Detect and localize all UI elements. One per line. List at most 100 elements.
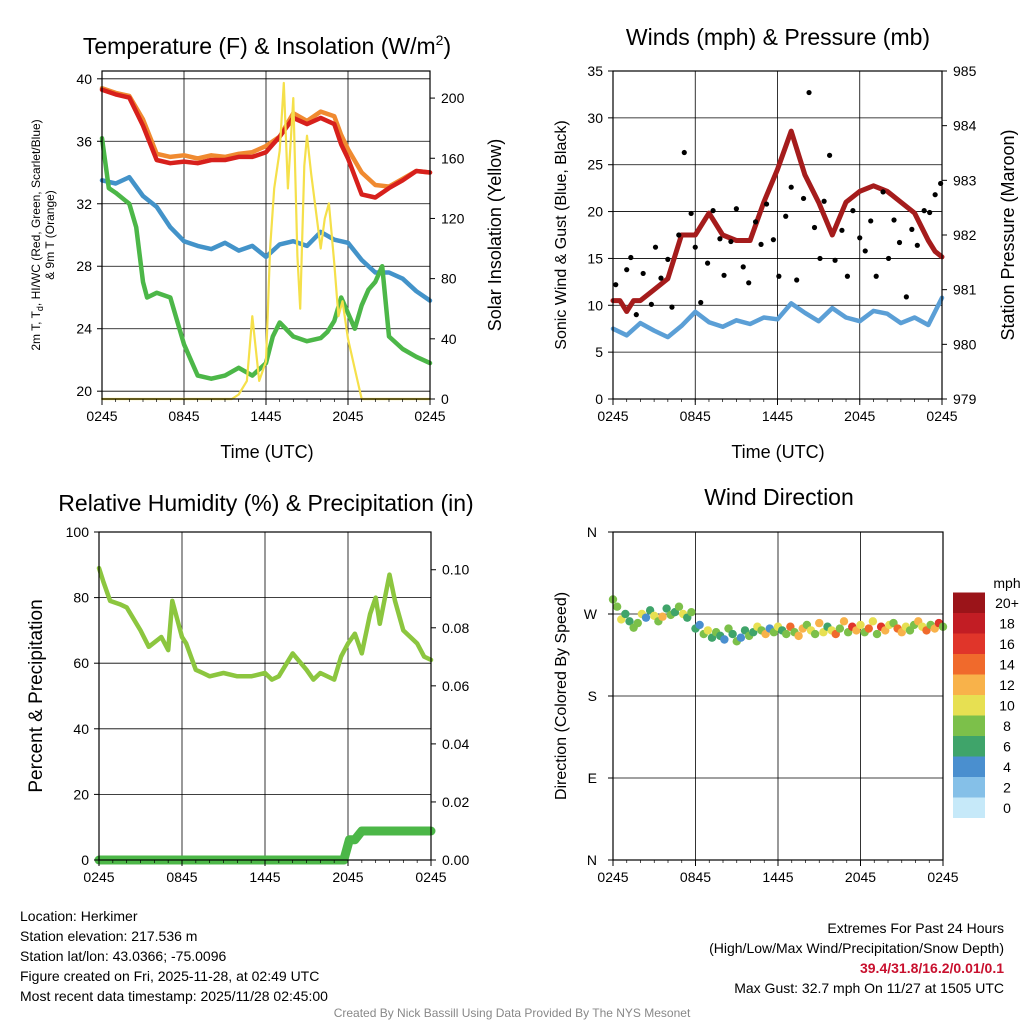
colorbar-swatch bbox=[953, 654, 985, 675]
colorbar-label: 18 bbox=[999, 615, 1015, 631]
y-tick-label: 40 bbox=[73, 721, 89, 737]
gust-point bbox=[891, 217, 897, 223]
y-tick-label: 60 bbox=[73, 655, 89, 671]
direction-grid bbox=[613, 532, 943, 860]
gust-point bbox=[613, 282, 619, 288]
gust-point bbox=[927, 209, 933, 216]
y2-tick-label: 120 bbox=[441, 210, 465, 226]
colorbar-swatch bbox=[953, 592, 985, 613]
time-tick-label: 0245 bbox=[86, 408, 117, 424]
figure-created: Figure created on Fri, 2025-11-28, at 02… bbox=[20, 968, 320, 984]
y2-tick-label: 0.02 bbox=[442, 794, 469, 810]
svg-text:2m T, Td, HI/WC (Red, Green, S: 2m T, Td, HI/WC (Red, Green, Scarlet/Blu… bbox=[29, 119, 45, 350]
gust-point bbox=[624, 267, 630, 273]
series-line bbox=[99, 87, 433, 200]
y2-tick-label: 984 bbox=[953, 118, 977, 134]
gust-point bbox=[806, 89, 812, 96]
gust-point bbox=[868, 218, 874, 224]
temperature-series bbox=[99, 81, 433, 401]
gust-point bbox=[932, 192, 938, 198]
humidity-y-axis-label: Percent & Precipitation bbox=[26, 599, 47, 792]
direction-point bbox=[736, 633, 746, 642]
time-tick-label: 0245 bbox=[926, 408, 957, 424]
direction-point bbox=[641, 613, 651, 622]
gust-point bbox=[794, 277, 800, 283]
gust-point bbox=[676, 232, 682, 238]
time-tick-label: 0245 bbox=[414, 408, 445, 424]
colorbar-swatch bbox=[953, 736, 985, 757]
series-line bbox=[100, 81, 432, 401]
gust-point bbox=[628, 254, 634, 261]
gust-point bbox=[652, 244, 659, 250]
y2-tick-label: 983 bbox=[953, 172, 977, 188]
time-tick-label: 0845 bbox=[680, 869, 711, 885]
extremes-values: 39.4/31.8/16.2/0.01/0.1 bbox=[859, 960, 1004, 976]
time-tick-label: 0245 bbox=[597, 408, 628, 424]
winds-chart-title: Winds (mph) & Pressure (mb) bbox=[626, 24, 930, 50]
humidity-chart-title: Relative Humidity (%) & Precipitation (i… bbox=[58, 490, 473, 516]
direction-series bbox=[608, 595, 948, 646]
gust-point bbox=[821, 198, 827, 204]
colorbar-label: 10 bbox=[999, 697, 1015, 713]
y-tick-label: 0 bbox=[595, 391, 603, 407]
y2-tick-label: 0.00 bbox=[442, 852, 469, 868]
y2-tick-label: 0 bbox=[441, 391, 449, 407]
winds-grid bbox=[613, 70, 942, 400]
y-tick-label: 10 bbox=[587, 297, 603, 313]
y-tick-label: 80 bbox=[73, 590, 89, 606]
temperature-axis-ticks: 0245 0845 1445 2045 0245 20 24 28 32 36 40 0 40 80 120… bbox=[76, 71, 464, 424]
direction-tick-label: N bbox=[587, 524, 597, 540]
gust-point bbox=[704, 260, 711, 266]
series-line bbox=[96, 565, 434, 682]
winds-x-axis-label: Time (UTC) bbox=[731, 442, 824, 462]
direction-tick-label: W bbox=[584, 606, 598, 622]
direction-y-axis-label: Direction (Colored By Speed) bbox=[553, 592, 570, 800]
direction-point bbox=[835, 624, 845, 633]
humidity-plot-frame bbox=[98, 531, 432, 861]
colorbar-swatch bbox=[953, 633, 985, 654]
direction-point bbox=[782, 629, 791, 639]
colorbar-swatch bbox=[953, 797, 985, 818]
direction-tick-label: N bbox=[587, 852, 597, 868]
time-tick-label: 2045 bbox=[332, 869, 363, 885]
time-tick-label: 2045 bbox=[845, 869, 876, 885]
time-tick-label: 0245 bbox=[83, 869, 114, 885]
colorbar-label: 12 bbox=[999, 677, 1015, 693]
gust-point bbox=[885, 255, 892, 262]
direction-tick-label: E bbox=[588, 770, 597, 786]
gust-point bbox=[658, 275, 664, 281]
gust-point bbox=[665, 256, 671, 262]
temperature-chart-title: Temperature (F) & Insolation (W/m2) bbox=[83, 32, 451, 59]
temperature-x-axis-label: Time (UTC) bbox=[220, 442, 313, 462]
y-tick-label: 15 bbox=[587, 250, 603, 266]
time-tick-label: 0845 bbox=[680, 408, 711, 424]
station-location: Location: Herkimer bbox=[20, 908, 138, 924]
gust-point bbox=[788, 184, 794, 190]
gust-point bbox=[648, 301, 654, 307]
y2-tick-label: 0.10 bbox=[442, 562, 469, 578]
y-tick-label: 20 bbox=[587, 204, 603, 220]
time-tick-label: 0245 bbox=[927, 869, 958, 885]
gust-point bbox=[880, 189, 886, 195]
extremes-info: Extremes For Past 24 Hours (High/Low/Max… bbox=[709, 918, 1004, 998]
gust-point bbox=[733, 206, 739, 212]
colorbar-label: 8 bbox=[1003, 718, 1011, 734]
y2-tick-label: 979 bbox=[953, 391, 977, 407]
colorbar-swatch bbox=[953, 613, 985, 634]
gust-point bbox=[721, 272, 727, 278]
svg-text:& 9m T (Orange): & 9m T (Orange) bbox=[43, 190, 57, 280]
y2-tick-label: 980 bbox=[953, 336, 977, 352]
gust-point bbox=[728, 238, 734, 245]
direction-point bbox=[864, 624, 873, 633]
gust-point bbox=[832, 257, 838, 263]
y2-tick-label: 200 bbox=[441, 90, 465, 106]
gust-point bbox=[717, 236, 723, 242]
time-tick-label: 0245 bbox=[597, 869, 628, 885]
gust-point bbox=[873, 273, 879, 279]
gust-point bbox=[862, 248, 868, 254]
y2-tick-label: 0.06 bbox=[442, 678, 469, 694]
colorbar-label: 16 bbox=[999, 636, 1015, 652]
y2-tick-label: 981 bbox=[953, 282, 977, 298]
gust-point bbox=[811, 224, 818, 231]
time-tick-label: 2045 bbox=[844, 408, 875, 424]
